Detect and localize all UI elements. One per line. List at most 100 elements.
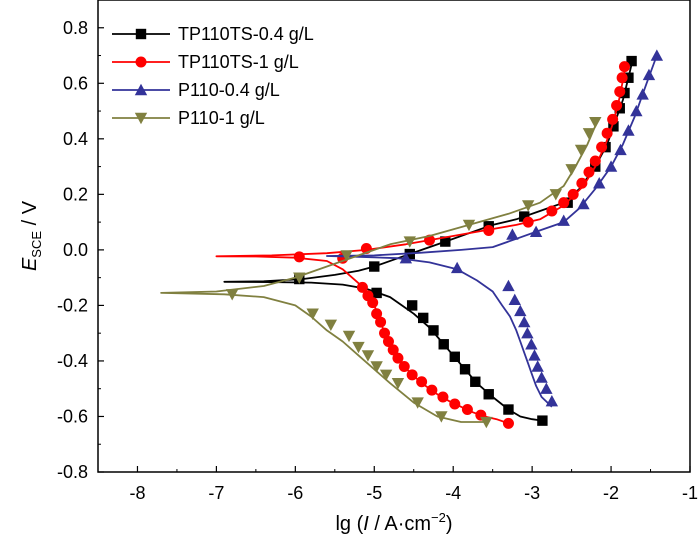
series-2-point-22 (636, 88, 649, 100)
x-tick-label-3: -5 (366, 483, 382, 503)
x-axis-title-suffix: ) (446, 513, 453, 535)
series-0-point-3 (470, 376, 481, 387)
series-1-point-9 (392, 352, 404, 364)
y-axis-title-sub: SCE (29, 231, 44, 258)
series-1-point-6 (416, 376, 428, 388)
series-3-point-6 (361, 350, 375, 362)
series-2-point-11 (450, 261, 464, 274)
series-0-point-9 (406, 300, 418, 311)
series-3-point-21 (589, 116, 602, 129)
series-1-point-31 (601, 127, 613, 139)
series-1-point-36 (618, 61, 630, 73)
series-3-point-10 (306, 308, 319, 320)
series-1-point-0 (502, 417, 514, 429)
series-2-point-9 (508, 293, 521, 306)
series-2-point-0 (545, 395, 559, 407)
x-tick-label-5: -3 (524, 483, 540, 503)
series-1-point-29 (589, 155, 601, 167)
series-1-point-28 (583, 166, 595, 178)
y-tick-label-8: 0.8 (63, 18, 88, 38)
series-1-point-19 (293, 251, 305, 263)
series-3-point-3 (391, 377, 405, 390)
y-tick-label-7: 0.6 (63, 73, 88, 93)
series-1-point-14 (371, 308, 383, 320)
series-1-point-23 (522, 216, 534, 228)
legend-swatch-marker-2 (134, 83, 148, 96)
series-3 (160, 116, 602, 429)
x-tick-label-6: -2 (603, 483, 619, 503)
legend-item-0: TP110TS-0.4 g/L (112, 24, 314, 44)
series-0-point-2 (483, 389, 494, 400)
series-3-point-1 (435, 411, 448, 423)
series-0-point-8 (418, 312, 429, 324)
legend-swatch-marker-0 (135, 28, 147, 40)
series-0-point-20 (608, 121, 619, 132)
series-1-point-8 (398, 360, 410, 372)
series-2-point-23 (642, 68, 656, 81)
series-2-point-2 (535, 371, 548, 383)
series-1-point-12 (379, 327, 391, 339)
series-1-point-17 (356, 281, 368, 293)
series-2-point-24 (650, 49, 664, 61)
series-1-point-35 (616, 72, 628, 84)
series-2-point-15 (557, 214, 570, 226)
x-axis-title-mid: / A·cm (369, 513, 431, 535)
series-2-point-17 (593, 177, 606, 189)
series-3-point-5 (370, 361, 383, 373)
series-0-point-14 (440, 236, 451, 247)
series-1-point-34 (614, 86, 626, 98)
series-3-point-16 (521, 200, 535, 212)
series-3-point-2 (411, 397, 424, 409)
legend-label-3: P110-1 g/L (178, 108, 265, 128)
series-1-point-30 (596, 141, 608, 153)
series-0-point-16 (519, 211, 530, 222)
series-1-point-26 (567, 188, 579, 200)
legend: TP110TS-0.4 g/L TP110TS-1 g/L P110-0.4 g/L… (112, 24, 314, 128)
series-2-point-14 (529, 225, 543, 238)
y-axis-title: ESCE / V (19, 200, 44, 271)
y-axis-title-suffix: / V (19, 200, 41, 231)
series-2-point-8 (514, 304, 527, 317)
y-tick-label-2: -0.4 (57, 351, 88, 371)
x-axis-title-var: I (363, 513, 369, 535)
series-3-point-15 (462, 219, 476, 232)
series-1-point-4 (437, 391, 449, 403)
series-2-point-3 (531, 360, 544, 372)
series-2-point-1 (540, 382, 553, 394)
series-0-point-23 (623, 72, 634, 83)
series-3-point-11 (225, 289, 239, 301)
series-1-point-13 (375, 316, 387, 328)
y-tick-label-3: -0.2 (57, 295, 88, 315)
series-1-point-25 (558, 197, 570, 209)
series-3-point-12 (293, 272, 306, 284)
x-axis-title-prefix: lg ( (335, 513, 363, 535)
series-1-point-33 (611, 100, 623, 112)
legend-label-1: TP110TS-1 g/L (178, 52, 299, 72)
series-2-point-4 (528, 349, 541, 361)
series-2-point-19 (614, 143, 627, 156)
series-3-point-17 (549, 189, 563, 201)
series-2-point-5 (525, 338, 538, 350)
series-2-point-13 (506, 228, 519, 240)
series-0-point-0 (537, 415, 548, 426)
series-1-point-11 (382, 336, 394, 348)
series-1-point-22 (483, 224, 495, 236)
series-1-point-2 (461, 404, 473, 416)
series-3-point-8 (342, 330, 356, 343)
series-0-point-5 (449, 351, 460, 362)
x-tick-label-7: -1 (682, 483, 698, 503)
legend-item-1: TP110TS-1 g/L (112, 52, 299, 72)
x-tick-label-4: -4 (445, 483, 461, 503)
series-3-point-14 (403, 236, 416, 248)
y-tick-label-5: 0.2 (63, 184, 88, 204)
series-3-point-7 (352, 341, 365, 354)
x-axis-title: lg (I / A·cm−2) (335, 510, 452, 535)
series-1-point-7 (406, 369, 418, 381)
series-line-1 (215, 66, 627, 425)
series-3-point-4 (379, 369, 393, 382)
series-2-point-7 (518, 315, 531, 328)
series-2-point-18 (604, 160, 618, 172)
x-tick-label-2: -6 (287, 483, 303, 503)
series-1-point-3 (449, 398, 461, 410)
